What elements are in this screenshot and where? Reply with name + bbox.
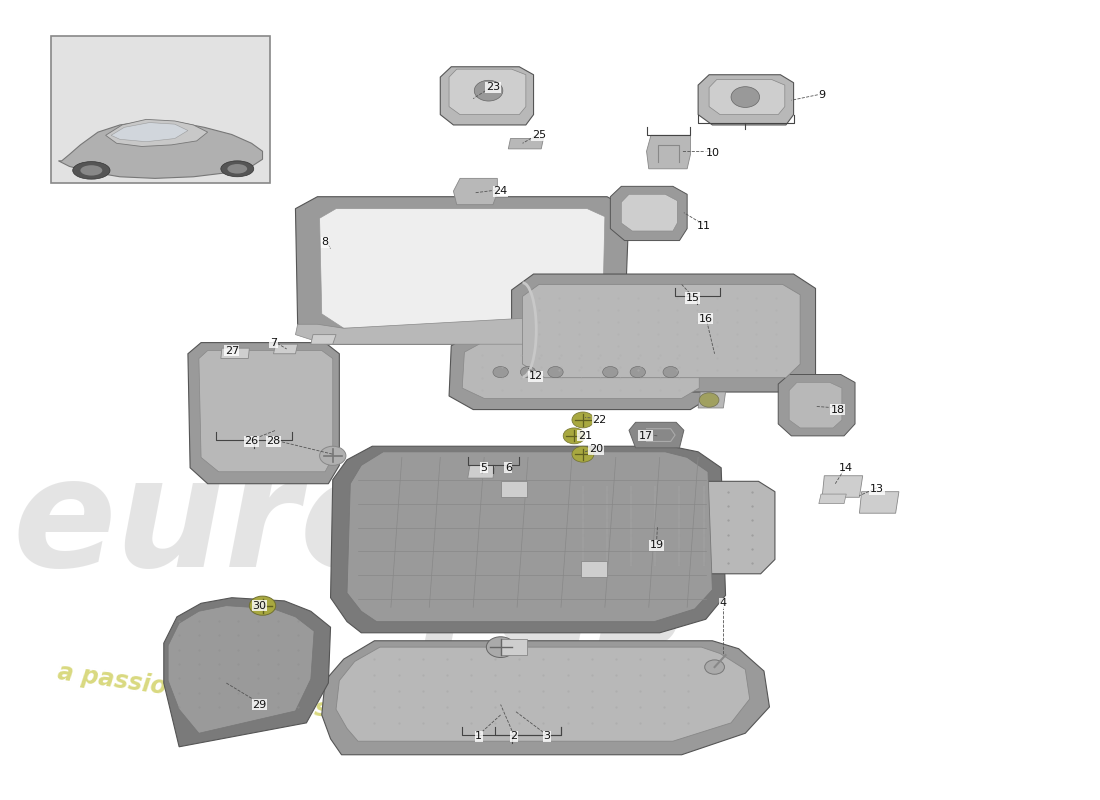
Polygon shape xyxy=(221,348,250,358)
Text: 11: 11 xyxy=(696,222,711,231)
Polygon shape xyxy=(168,606,315,734)
Text: 25: 25 xyxy=(532,130,546,140)
Polygon shape xyxy=(320,209,605,328)
Polygon shape xyxy=(574,482,774,574)
Polygon shape xyxy=(698,74,793,125)
Text: 22: 22 xyxy=(592,415,606,425)
Circle shape xyxy=(250,596,276,615)
Polygon shape xyxy=(698,392,726,408)
Polygon shape xyxy=(710,79,784,114)
Ellipse shape xyxy=(80,166,102,175)
Text: 2: 2 xyxy=(510,731,517,742)
Polygon shape xyxy=(789,382,842,428)
Polygon shape xyxy=(449,69,526,114)
Polygon shape xyxy=(621,194,678,231)
Polygon shape xyxy=(500,482,527,498)
Text: 28: 28 xyxy=(266,437,280,446)
Polygon shape xyxy=(440,66,534,125)
Text: 9: 9 xyxy=(818,90,826,101)
Polygon shape xyxy=(274,344,298,354)
Polygon shape xyxy=(581,561,607,577)
Text: 15: 15 xyxy=(685,293,700,303)
Text: 13: 13 xyxy=(870,484,884,494)
Text: res: res xyxy=(418,530,689,679)
Polygon shape xyxy=(512,274,815,392)
Polygon shape xyxy=(346,452,713,622)
Bar xyxy=(51,36,271,183)
Circle shape xyxy=(700,393,719,407)
Circle shape xyxy=(493,366,508,378)
Circle shape xyxy=(705,660,725,674)
Polygon shape xyxy=(296,197,629,344)
Text: 7: 7 xyxy=(270,338,277,347)
Text: 18: 18 xyxy=(830,405,845,414)
Text: 17: 17 xyxy=(638,431,652,441)
Ellipse shape xyxy=(228,164,248,174)
Polygon shape xyxy=(778,374,855,436)
Text: 19: 19 xyxy=(649,540,663,550)
Text: 3: 3 xyxy=(543,731,550,742)
Text: 5: 5 xyxy=(481,462,487,473)
Text: 21: 21 xyxy=(578,431,592,441)
Text: 26: 26 xyxy=(244,437,258,446)
Polygon shape xyxy=(311,334,336,344)
Circle shape xyxy=(732,86,760,107)
Polygon shape xyxy=(58,121,263,178)
Polygon shape xyxy=(296,314,625,344)
Circle shape xyxy=(563,428,585,444)
Polygon shape xyxy=(106,119,208,146)
Circle shape xyxy=(520,366,536,378)
Text: 6: 6 xyxy=(505,462,512,473)
Text: 10: 10 xyxy=(705,148,719,158)
Text: 4: 4 xyxy=(719,598,727,608)
Text: 29: 29 xyxy=(252,699,266,710)
Text: 8: 8 xyxy=(321,237,329,247)
Text: 1: 1 xyxy=(475,731,482,742)
Text: 12: 12 xyxy=(529,371,542,381)
Polygon shape xyxy=(500,639,527,655)
Text: 27: 27 xyxy=(224,346,239,355)
Polygon shape xyxy=(818,494,846,504)
Polygon shape xyxy=(336,647,750,742)
Text: euro: euro xyxy=(12,450,405,599)
Polygon shape xyxy=(449,334,715,410)
Circle shape xyxy=(603,366,618,378)
Circle shape xyxy=(572,446,594,462)
Polygon shape xyxy=(508,138,543,149)
Circle shape xyxy=(572,412,594,428)
Polygon shape xyxy=(331,446,726,633)
Text: a passion for parts since 1985: a passion for parts since 1985 xyxy=(56,660,459,740)
Ellipse shape xyxy=(221,161,254,177)
Polygon shape xyxy=(322,641,769,754)
Circle shape xyxy=(474,80,503,101)
Circle shape xyxy=(663,366,679,378)
Text: 30: 30 xyxy=(252,601,266,610)
Text: 16: 16 xyxy=(698,314,713,324)
Circle shape xyxy=(548,366,563,378)
Text: 14: 14 xyxy=(839,462,854,473)
Polygon shape xyxy=(111,122,188,142)
Ellipse shape xyxy=(73,162,110,179)
Polygon shape xyxy=(462,342,700,398)
Polygon shape xyxy=(822,476,862,498)
Polygon shape xyxy=(164,598,331,746)
Text: 20: 20 xyxy=(588,445,603,454)
Circle shape xyxy=(320,446,345,466)
Polygon shape xyxy=(522,285,800,378)
Polygon shape xyxy=(647,135,691,169)
Polygon shape xyxy=(859,492,899,514)
Polygon shape xyxy=(188,342,339,484)
Polygon shape xyxy=(199,350,332,472)
Circle shape xyxy=(486,637,515,658)
Polygon shape xyxy=(453,178,497,205)
Text: 24: 24 xyxy=(494,186,508,196)
Polygon shape xyxy=(629,422,684,448)
Polygon shape xyxy=(468,466,495,478)
Polygon shape xyxy=(610,186,688,241)
Text: 23: 23 xyxy=(486,82,500,93)
Circle shape xyxy=(630,366,646,378)
